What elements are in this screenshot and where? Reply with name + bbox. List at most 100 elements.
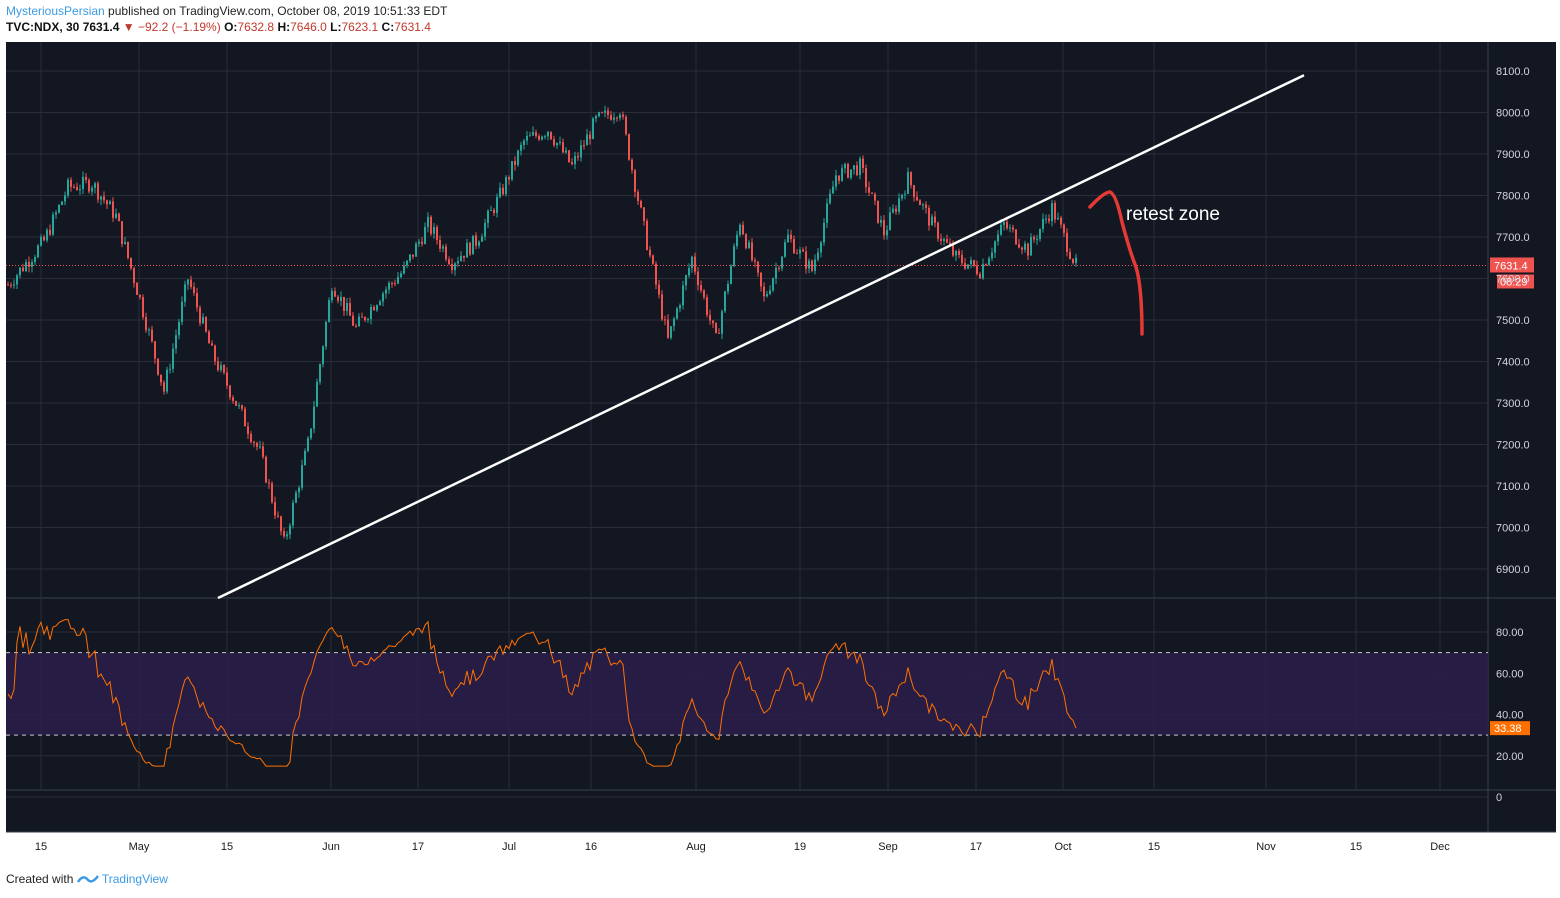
candle-body [223,365,225,373]
candle-body [607,110,609,116]
candle-body [904,193,906,195]
candle-body [376,305,378,311]
candle-body [742,224,744,235]
candle-body [127,241,129,258]
candle-body [565,150,567,153]
candle-body [793,239,795,254]
time-tick-label: Dec [1430,841,1450,853]
candle-body [220,365,222,371]
candle-body [679,305,681,309]
candle-body [763,286,765,297]
candle-body [238,405,240,407]
candle-body [406,260,408,266]
candle-body [697,271,699,286]
high-label: H: [277,20,291,34]
candle-body [847,163,849,178]
candle-body [256,442,258,447]
candle-body [364,316,366,321]
candle-body [469,242,471,255]
time-tick-label: Oct [1054,841,1071,853]
candle-body [712,320,714,324]
candle-body [460,255,462,262]
candle-body [928,208,930,226]
candle-body [397,277,399,284]
candle-body [490,209,492,211]
chart-area[interactable]: retest zone 7631.4 08:29 33.38 8100.0 8000.0… [6,42,1556,862]
symbol-label: TVC:NDX, 30 [6,20,80,34]
open-label: O: [224,20,238,34]
candle-body [646,220,648,250]
candle-body [964,263,966,269]
candle-body [571,162,573,165]
candle-body [898,198,900,212]
down-arrow-icon: ▼ [122,20,135,34]
time-tick-label: May [129,841,150,853]
candle-body [199,307,201,324]
candle-body [982,264,984,279]
author-link[interactable]: MysteriousPersian [6,4,105,18]
candle-body [109,201,111,205]
candle-body [316,381,318,407]
candle-body [262,446,264,457]
candle-body [100,196,102,200]
candle-body [931,216,933,226]
candle-body [142,297,144,318]
candle-body [1000,224,1002,235]
candle-body [163,382,165,392]
candle-body [814,259,816,271]
candle-body [430,216,432,234]
price-tick-label: 7000.0 [1496,522,1530,534]
retest-zone-label: retest zone [1126,204,1220,225]
candle-body [418,241,420,244]
candle-body [937,222,939,239]
candle-body [172,348,174,369]
candle-body [616,117,618,119]
candle-body [895,208,897,212]
candle-body [64,195,66,202]
candle-body [961,254,963,264]
candle-body [157,358,159,375]
candle-body [322,346,324,365]
candle-body [421,241,423,244]
time-tick-label: Jun [322,841,340,853]
tradingview-link[interactable]: TradingView [101,872,168,886]
candle-body [313,406,315,429]
candle-body [733,246,735,266]
candle-body [991,252,993,259]
candle-body [769,290,771,294]
candle-body [841,168,843,181]
rsi-tick-label: 80.00 [1496,627,1524,639]
candle-body [505,177,507,195]
price-chart-svg[interactable]: retest zone 7631.4 08:29 33.38 8100.0 8000.0… [6,42,1556,862]
candle-body [985,264,987,266]
price-tick-label: 7900.0 [1496,149,1530,161]
candle-body [166,369,168,392]
candle-body [112,201,114,218]
candle-body [1018,244,1020,248]
candle-body [868,187,870,193]
candle-body [1063,224,1065,233]
candle-body [343,296,345,312]
candle-body [22,267,24,271]
published-text: published on TradingView.com, October 08… [108,4,448,18]
candle-body [229,385,231,398]
candle-body [922,204,924,206]
price-badge [1490,257,1534,273]
price-tick-label: 7200.0 [1496,439,1530,451]
candle-body [250,434,252,442]
rsi-band [6,652,1488,736]
price-tick-label: 7100.0 [1496,481,1530,493]
candle-body [583,145,585,147]
candle-body [652,255,654,264]
time-tick-label: 17 [412,841,424,853]
candle-body [1051,202,1053,222]
candle-body [1009,227,1011,229]
low-value: 7623.1 [341,20,379,34]
candle-body [358,316,360,327]
candle-body [283,531,285,537]
candle-body [184,284,186,302]
candle-body [1027,243,1029,256]
candle-body [97,183,99,200]
candle-body [274,502,276,516]
candle-body [136,282,138,295]
